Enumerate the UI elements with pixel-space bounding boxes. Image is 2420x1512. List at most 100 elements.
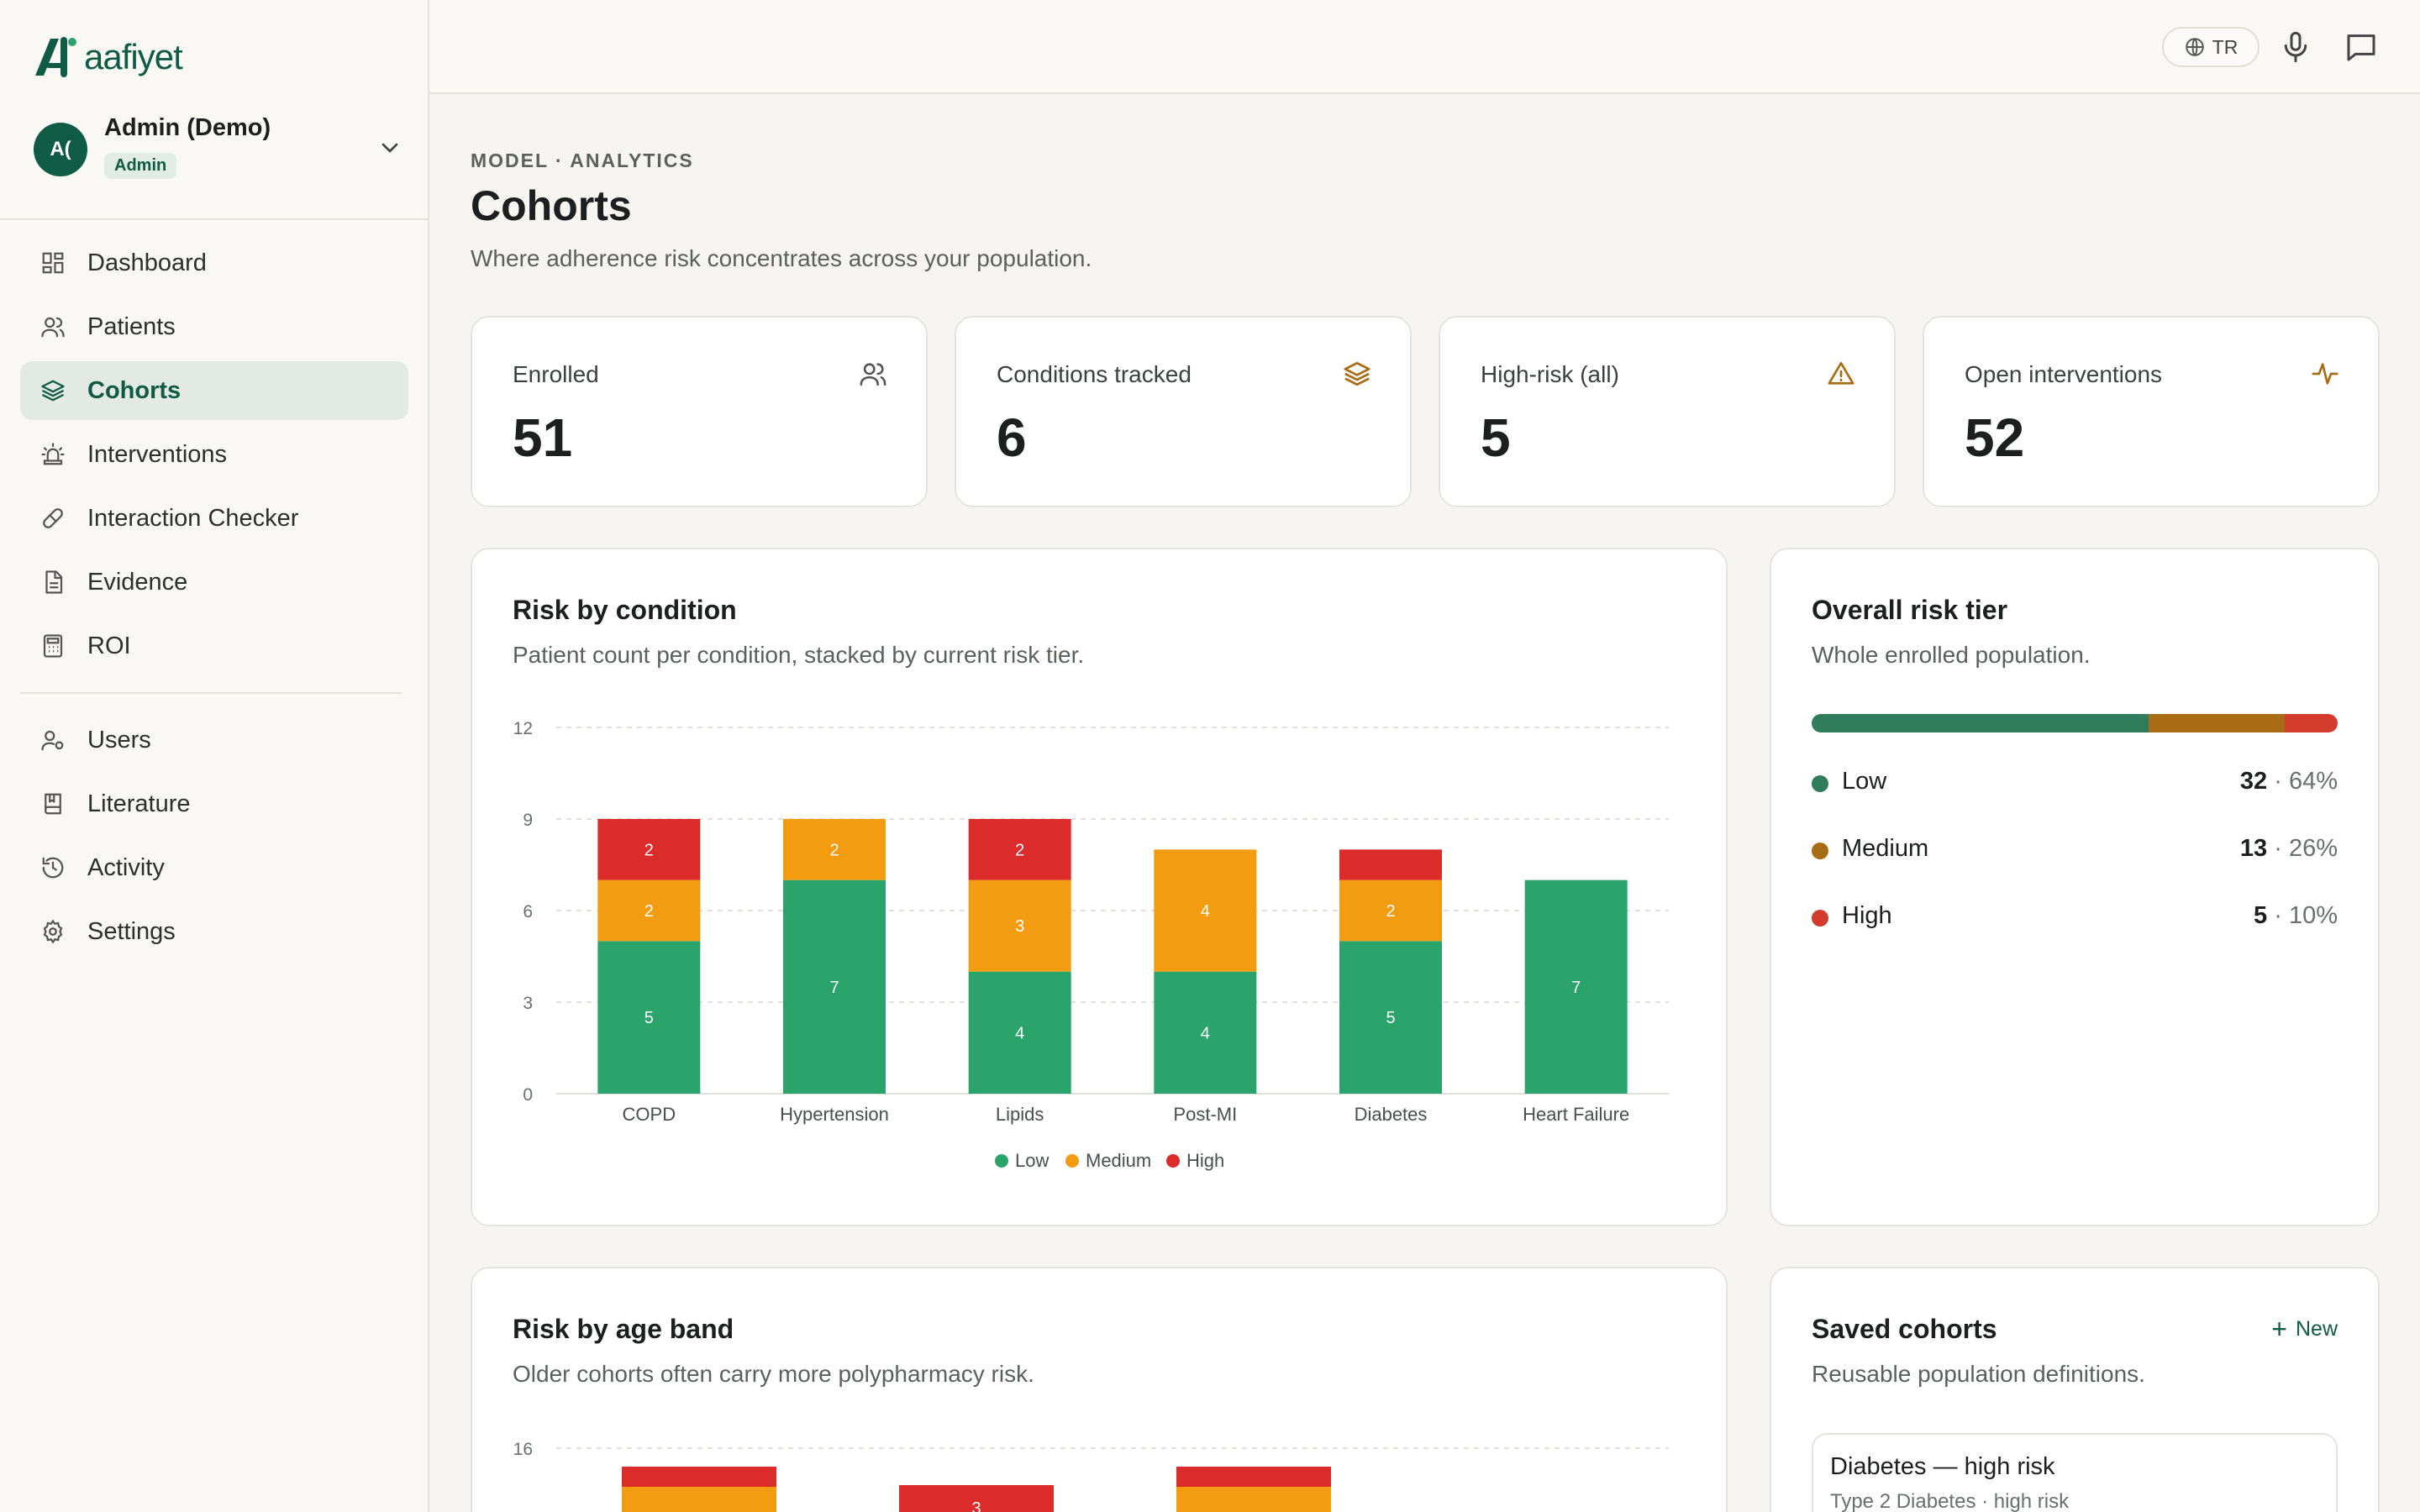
chevron-down-icon[interactable]	[376, 134, 403, 161]
sidebar-item-dashboard[interactable]: Dashboard	[20, 234, 408, 292]
siren-icon	[41, 443, 65, 465]
card-subtitle: Older cohorts often carry more polypharm…	[513, 1361, 1034, 1387]
bar-value-label: 7	[829, 979, 839, 997]
bar-segment-high[interactable]	[622, 1467, 776, 1487]
tier-value: 5 · 10%	[2254, 902, 2338, 929]
card-subtitle: Reusable population definitions.	[1812, 1361, 2145, 1387]
bar-segment-high[interactable]	[1176, 1467, 1331, 1487]
bar-segment-medium[interactable]	[1339, 879, 1442, 942]
x-tick-label: COPD	[623, 1104, 676, 1125]
tier-bar-segment-high	[2285, 714, 2338, 732]
aafiyet-logo-icon	[35, 37, 76, 77]
bar-segment-medium[interactable]	[968, 879, 1071, 972]
sidebar-item-cohorts[interactable]: Cohorts	[20, 361, 408, 420]
bar-segment-medium[interactable]	[622, 1487, 776, 1512]
history-icon	[42, 857, 64, 879]
stat-label: Open interventions	[1965, 361, 2163, 387]
y-tick-label: 3	[523, 994, 533, 1013]
microphone-icon[interactable]	[2279, 30, 2312, 64]
bar-value-label: 2	[1386, 902, 1395, 921]
saved-cohorts-card: Saved cohorts + New Reusable population …	[1770, 1267, 2380, 1512]
cohort-name: Diabetes — high risk	[1830, 1453, 2055, 1480]
tier-name: Medium	[1842, 835, 1929, 862]
bar-segment-low[interactable]	[783, 879, 886, 1094]
document-icon	[45, 570, 63, 594]
sidebar-item-label: Users	[87, 726, 151, 753]
tier-row-low: Low 32 · 64%	[1812, 766, 2338, 800]
sidebar: aafiyet A( Admin (Demo) Admin Dashboard …	[0, 0, 429, 1512]
bar-segment-low[interactable]	[968, 971, 1071, 1094]
bar-segment-high[interactable]	[1339, 849, 1442, 880]
sidebar-item-label: Interaction Checker	[87, 504, 299, 532]
tier-bar-segment-low	[1812, 714, 2149, 732]
risk-by-condition-card: Risk by condition Patient count per cond…	[471, 548, 1728, 1226]
stat-label: Conditions tracked	[997, 361, 1192, 387]
calculator-icon	[43, 634, 63, 658]
sidebar-item-users[interactable]: Users	[20, 711, 408, 769]
user-cog-icon	[41, 730, 64, 751]
pill-icon	[43, 508, 63, 528]
sidebar-item-roi[interactable]: ROI	[20, 617, 408, 675]
page-title: Cohorts	[471, 182, 632, 229]
legend-swatch	[1065, 1154, 1079, 1168]
activity-pulse-icon	[2312, 363, 2338, 385]
bar-segment-medium[interactable]	[1154, 849, 1257, 972]
card-subtitle: Patient count per condition, stacked by …	[513, 642, 1085, 668]
bar-segment-low[interactable]	[1339, 941, 1442, 1094]
chat-icon[interactable]	[2344, 30, 2378, 64]
stat-card-open-interventions: Open interventions 52	[1923, 316, 2380, 507]
sidebar-item-label: ROI	[87, 632, 131, 659]
y-tick-label: 0	[523, 1085, 533, 1105]
stat-value: 52	[1965, 407, 2025, 468]
bar-segment-high[interactable]	[597, 819, 701, 880]
bar-value-label: 2	[829, 841, 839, 859]
layers-icon	[1344, 361, 1370, 386]
bar-value-label: 4	[1201, 902, 1210, 921]
language-switcher[interactable]: TR	[2162, 27, 2260, 67]
sidebar-item-patients[interactable]: Patients	[20, 297, 408, 356]
tier-dot	[1812, 910, 1828, 927]
overall-risk-tier-card: Overall risk tier Whole enrolled populat…	[1770, 548, 2380, 1226]
new-cohort-label: New	[2295, 1316, 2338, 1341]
bar-segment-high[interactable]	[968, 819, 1071, 880]
bar-segment-medium[interactable]	[783, 819, 886, 880]
bar-segment-low[interactable]	[1154, 971, 1257, 1094]
user-menu[interactable]: A( Admin (Demo) Admin	[34, 111, 403, 186]
brand-logo[interactable]: aafiyet	[30, 32, 183, 82]
bar-value-label: 2	[644, 902, 654, 921]
sidebar-item-label: Interventions	[87, 440, 228, 468]
sidebar-item-activity[interactable]: Activity	[20, 838, 408, 897]
legend-label: High	[1186, 1150, 1224, 1171]
bar-value-label: 3	[1015, 917, 1024, 936]
new-cohort-button[interactable]: + New	[2271, 1315, 2338, 1342]
bar-value-label: 2	[644, 841, 654, 859]
bar-segment-low[interactable]	[1524, 879, 1628, 1094]
saved-cohort-item[interactable]: Diabetes — high risk Type 2 Diabetes · h…	[1812, 1433, 2338, 1512]
role-badge: Admin	[104, 153, 177, 179]
bar-value-label: 7	[1571, 979, 1581, 997]
sidebar-nav: Dashboard Patients Cohorts Interventions…	[20, 234, 408, 966]
nav-divider	[20, 692, 402, 694]
stat-label: Enrolled	[513, 361, 599, 387]
y-tick-label: 6	[523, 902, 533, 921]
stat-value: 6	[997, 407, 1027, 468]
risk-by-age-card: Risk by age band Older cohorts often car…	[471, 1267, 1728, 1512]
sidebar-item-interaction-checker[interactable]: Interaction Checker	[20, 489, 408, 548]
sidebar-item-evidence[interactable]: Evidence	[20, 553, 408, 612]
sidebar-item-label: Activity	[87, 853, 165, 881]
sidebar-item-interventions[interactable]: Interventions	[20, 425, 408, 484]
sidebar-item-settings[interactable]: Settings	[20, 902, 408, 961]
bar-segment-medium[interactable]	[1176, 1487, 1331, 1512]
y-tick-label: 16	[513, 1440, 533, 1459]
bar-segment-medium[interactable]	[597, 879, 701, 942]
sidebar-item-label: Settings	[87, 917, 176, 945]
bar-value-label: 4	[1015, 1024, 1024, 1042]
sidebar-item-literature[interactable]: Literature	[20, 774, 408, 833]
plus-icon: +	[2271, 1314, 2287, 1344]
bar-segment-low[interactable]	[597, 941, 701, 1094]
tier-name: Low	[1842, 768, 1887, 795]
tier-dot	[1812, 843, 1828, 859]
users-icon	[860, 363, 886, 386]
card-title: Risk by condition	[513, 595, 737, 625]
bar-segment-high[interactable]	[899, 1485, 1054, 1512]
